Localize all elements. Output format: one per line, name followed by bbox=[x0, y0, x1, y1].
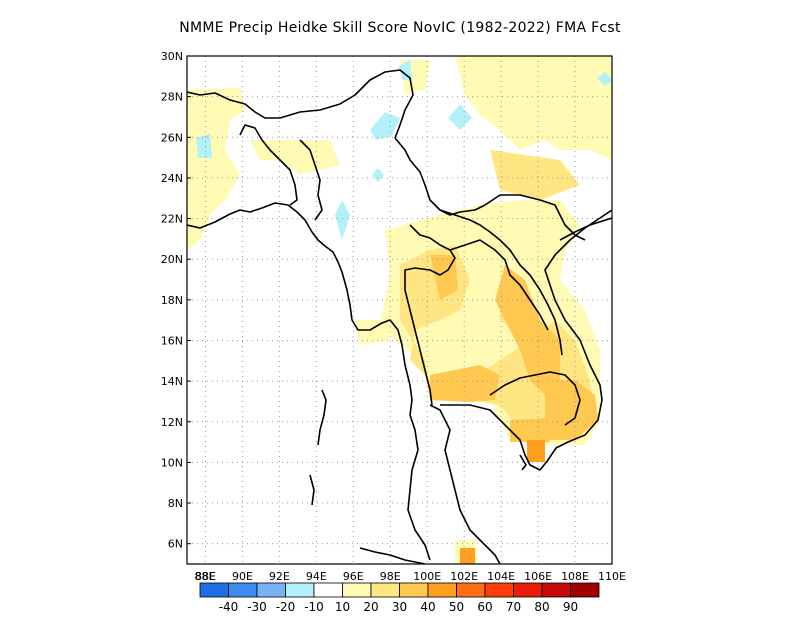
shade-orange-cambodia2 bbox=[510, 418, 550, 442]
shade-light-yellow-bay bbox=[250, 140, 340, 175]
border-bangladesh bbox=[239, 124, 298, 206]
shade-blue-2 bbox=[370, 112, 400, 140]
shade-light-yellow-north bbox=[455, 56, 612, 160]
colorbar-swatch bbox=[342, 582, 372, 598]
lat-tick-label: 16N bbox=[161, 334, 183, 347]
border-laos bbox=[439, 209, 563, 356]
colorbar-label: 70 bbox=[506, 600, 521, 614]
coastline-southern-peninsula bbox=[359, 547, 426, 564]
coastline-peninsula-east bbox=[429, 404, 501, 564]
colorbar-swatch bbox=[313, 582, 343, 598]
lon-tick-label: 110E bbox=[598, 570, 626, 583]
lat-tick-label: 6N bbox=[168, 538, 183, 551]
lon-tick-label: 94E bbox=[306, 570, 327, 583]
border-burma-china bbox=[394, 137, 486, 216]
coastline-china-south bbox=[559, 217, 612, 241]
colorbar-swatch bbox=[228, 582, 258, 598]
colorbar-label: 50 bbox=[449, 600, 464, 614]
colorbar-swatch bbox=[570, 582, 600, 598]
colorbar-label: -20 bbox=[276, 600, 296, 614]
gridlines bbox=[187, 56, 612, 564]
lon-tick-label: 92E bbox=[269, 570, 290, 583]
colorbar-label: 60 bbox=[477, 600, 492, 614]
shade-orange-laos bbox=[495, 265, 560, 395]
shade-blue-4 bbox=[196, 134, 212, 158]
colorbar-swatch bbox=[399, 582, 429, 598]
colorbar-swatch bbox=[256, 582, 286, 598]
shade-deep-orange-south bbox=[460, 548, 475, 564]
coastline-india-bangladesh-burma bbox=[187, 202, 431, 561]
shade-orange-thai bbox=[430, 365, 500, 402]
shade-deep-orange-mekong bbox=[527, 440, 545, 462]
lat-tick-labels: 6N 8N 10N 12N 14N 16N 18N 20N 22N 24N 26N 28N 30N bbox=[161, 50, 191, 551]
shade-blue-6 bbox=[372, 168, 384, 182]
colorbar-label: -10 bbox=[304, 600, 324, 614]
lat-tick-label: 30N bbox=[161, 50, 183, 63]
lon-tick-label: 90E bbox=[232, 570, 253, 583]
lat-tick-label: 12N bbox=[161, 416, 183, 429]
lat-tick-label: 20N bbox=[161, 253, 183, 266]
border-thailand-laos bbox=[449, 239, 549, 331]
lon-tick-label: 100E bbox=[413, 570, 441, 583]
colorbar: -40 -30 -20 -10 10 20 30 40 50 60 70 80 90 bbox=[199, 582, 600, 614]
colorbar-label: 30 bbox=[392, 600, 407, 614]
island-phu-quoc bbox=[519, 454, 527, 471]
colorbar-swatch bbox=[513, 582, 543, 598]
lon-tick-label: 88E bbox=[195, 570, 216, 583]
lat-tick-label: 14N bbox=[161, 375, 183, 388]
colorbar-swatch bbox=[456, 582, 486, 598]
shade-light-yellow-southwest bbox=[355, 320, 390, 345]
lon-tick-label: 108E bbox=[561, 570, 589, 583]
coastline-layer bbox=[187, 69, 612, 564]
shade-blue-1 bbox=[448, 104, 472, 130]
plot-frame bbox=[186, 55, 613, 565]
coastline-gulf-thailand bbox=[440, 209, 612, 471]
colorbar-label: 20 bbox=[363, 600, 378, 614]
lon-tick-label: 98E bbox=[380, 570, 401, 583]
lat-tick-label: 8N bbox=[168, 497, 183, 510]
island-andaman-2 bbox=[309, 474, 315, 506]
colorbar-swatch bbox=[370, 582, 400, 598]
shade-orange-cambodia bbox=[545, 380, 598, 440]
border-burma-thailand bbox=[404, 224, 456, 406]
shading-layer bbox=[187, 56, 612, 564]
colorbar-label: 80 bbox=[534, 600, 549, 614]
colorbar-label: -40 bbox=[219, 600, 239, 614]
map-title: NMME Precip Heidke Skill Score NovIC (19… bbox=[179, 20, 621, 36]
colorbar-swatch bbox=[484, 582, 514, 598]
colorbar-label: 10 bbox=[335, 600, 350, 614]
colorbar-label: 40 bbox=[420, 600, 435, 614]
border-burma-india bbox=[299, 139, 323, 221]
colorbar-swatch bbox=[541, 582, 571, 598]
colorbar-label: -30 bbox=[247, 600, 267, 614]
border-india-north bbox=[187, 69, 414, 139]
lat-tick-label: 22N bbox=[161, 213, 183, 226]
colorbar-swatch bbox=[285, 582, 315, 598]
lat-tick-label: 26N bbox=[161, 131, 183, 144]
border-cambodia bbox=[489, 371, 581, 426]
lon-tick-label: 104E bbox=[487, 570, 515, 583]
lon-tick-label: 96E bbox=[343, 570, 364, 583]
colorbar-swatch bbox=[199, 582, 229, 598]
island-andaman-1 bbox=[317, 389, 327, 446]
shade-light-yellow-west bbox=[187, 88, 245, 250]
lat-tick-label: 28N bbox=[161, 91, 183, 104]
lon-tick-label: 88E bbox=[195, 570, 216, 583]
lat-tick-label: 24N bbox=[161, 172, 183, 185]
colorbar-swatch bbox=[427, 582, 457, 598]
shade-blue-8 bbox=[597, 72, 612, 86]
colorbar-label: 90 bbox=[563, 600, 578, 614]
shade-yellow-east bbox=[490, 150, 580, 200]
lon-tick-label: 102E bbox=[450, 570, 478, 583]
lat-tick-label: 18N bbox=[161, 294, 183, 307]
shade-blue-3 bbox=[335, 200, 350, 240]
lon-tick-label: 106E bbox=[524, 570, 552, 583]
lat-tick-label: 10N bbox=[161, 456, 183, 469]
